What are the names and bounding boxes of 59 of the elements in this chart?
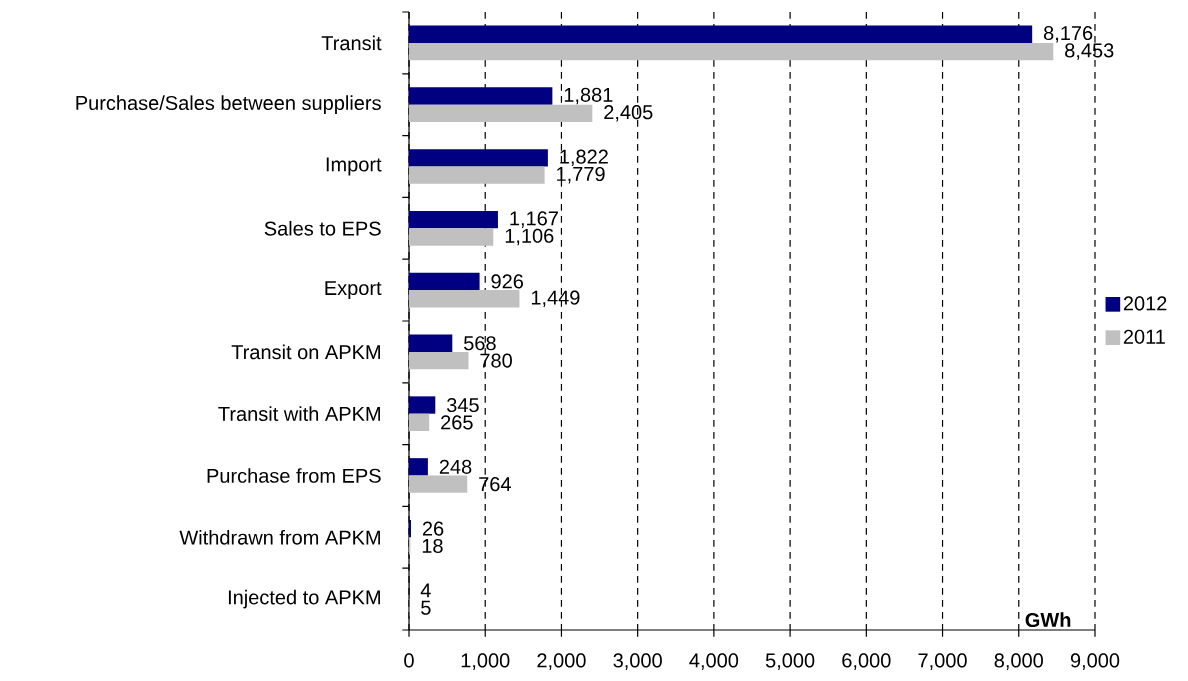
data-label: 568 (464, 336, 496, 351)
x-tick-label: 2,000 (537, 653, 586, 670)
y-tick-label: Purchase/Sales between suppliers (76, 95, 381, 115)
bar (409, 87, 553, 105)
x-tick-label: 8,000 (994, 653, 1043, 670)
y-tick-label: Transit with APKM (218, 406, 380, 422)
data-label: 1,779 (557, 166, 605, 184)
bar (409, 290, 520, 308)
data-label: 26 (422, 521, 444, 536)
data-label: 4 (420, 583, 431, 598)
x-tick-label: 9,000 (1070, 653, 1120, 670)
bar (409, 396, 436, 414)
legend-label: 2011 (1123, 329, 1165, 344)
x-tick-label: 0 (404, 653, 414, 668)
data-label: 1,822 (560, 149, 608, 167)
bar (409, 25, 1033, 43)
y-tick-label: Import (326, 157, 382, 176)
data-label: 2,405 (604, 105, 653, 122)
bar (409, 351, 469, 370)
y-tick-label: Injected to APKM (228, 589, 380, 609)
data-label: 926 (491, 274, 523, 289)
x-tick-label: 1,000 (461, 653, 510, 670)
y-tick-label: Withdrawn from APKM (179, 529, 380, 545)
y-tick-label: Transit (321, 35, 382, 51)
data-label: 345 (446, 397, 479, 413)
x-tick-label: 6,000 (842, 653, 891, 670)
data-label: 265 (441, 415, 473, 430)
bar (409, 166, 545, 184)
bar (409, 272, 480, 291)
legend-label: 2012 (1123, 296, 1167, 311)
y-tick-label: Transit on APKM (231, 344, 380, 360)
bar (409, 413, 430, 432)
bar (409, 334, 453, 352)
data-label: 5 (421, 600, 431, 615)
data-label: 18 (422, 538, 443, 554)
bar (409, 42, 1054, 61)
x-tick-label: 4,000 (689, 653, 739, 670)
bar (409, 104, 593, 123)
bar (409, 210, 498, 229)
data-label: 1,881 (564, 87, 613, 105)
data-label: 764 (479, 477, 511, 492)
bar (409, 458, 428, 476)
data-label: 8,176 (1043, 25, 1093, 43)
y-tick-label: Export (325, 281, 382, 300)
data-label: 1,167 (510, 211, 558, 228)
data-label: 1,449 (531, 290, 580, 308)
data-label: 248 (439, 459, 472, 474)
bar (409, 475, 468, 493)
y-tick-label: Purchase from EPS (207, 468, 381, 483)
data-label: 1,106 (505, 228, 554, 246)
y-tick-label: Sales to EPS (264, 220, 381, 236)
x-tick-label: 3,000 (613, 653, 662, 670)
bar (409, 228, 494, 246)
x-tick-label: 5,000 (765, 653, 815, 670)
x-axis-title: GWh (1025, 612, 1071, 628)
data-label: 780 (480, 353, 512, 368)
bar (409, 149, 548, 167)
x-tick-label: 7,000 (918, 653, 967, 670)
data-label: 8,453 (1065, 43, 1114, 60)
